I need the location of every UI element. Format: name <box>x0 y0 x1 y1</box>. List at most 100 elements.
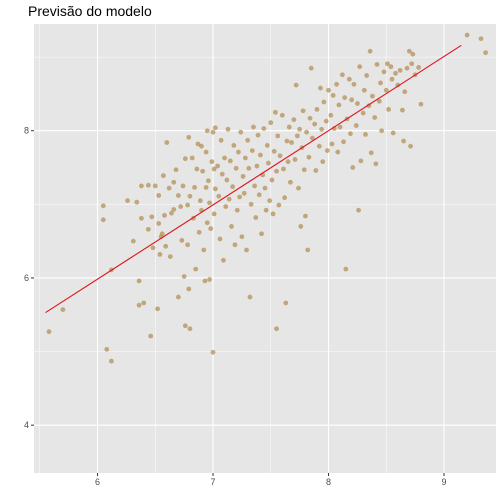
data-point <box>320 159 326 165</box>
data-point <box>309 135 315 141</box>
data-point <box>130 238 136 244</box>
data-point <box>155 306 160 312</box>
data-point <box>270 211 276 217</box>
data-point <box>296 185 301 191</box>
data-point <box>418 101 424 107</box>
data-point <box>323 118 329 124</box>
data-point <box>171 179 177 185</box>
data-point <box>247 294 253 300</box>
data-point <box>195 141 201 147</box>
data-point <box>410 51 416 57</box>
data-point <box>182 323 188 329</box>
data-point <box>196 229 202 235</box>
data-point <box>334 81 340 87</box>
data-point <box>367 48 373 54</box>
data-point <box>187 193 193 199</box>
data-point <box>409 61 415 67</box>
data-point <box>277 153 283 159</box>
data-point <box>283 300 289 306</box>
data-point <box>210 129 216 135</box>
data-point <box>373 161 379 167</box>
data-point <box>351 81 357 87</box>
data-point <box>248 201 254 207</box>
data-point <box>211 166 217 172</box>
data-point <box>314 106 320 112</box>
data-point <box>328 112 334 118</box>
data-point <box>249 148 255 154</box>
data-point <box>379 128 385 134</box>
data-point <box>268 120 274 126</box>
data-point <box>339 72 345 78</box>
data-point <box>316 143 322 149</box>
data-point <box>255 132 261 138</box>
data-point <box>308 65 314 71</box>
data-point <box>171 207 177 212</box>
data-point <box>222 155 227 161</box>
data-point <box>350 165 356 170</box>
data-point <box>257 152 263 158</box>
data-point <box>353 123 359 128</box>
data-point <box>313 168 319 173</box>
data-point <box>291 117 297 123</box>
data-point <box>284 138 290 144</box>
data-point <box>230 184 236 190</box>
data-point <box>301 167 307 173</box>
data-point <box>408 143 413 149</box>
data-point <box>207 200 212 206</box>
data-point <box>173 167 179 173</box>
data-point <box>148 333 154 339</box>
data-point <box>219 171 225 177</box>
x-tick-label: 9 <box>442 477 447 487</box>
data-point <box>294 133 300 139</box>
data-point <box>252 183 258 189</box>
data-point <box>281 166 286 172</box>
data-point <box>267 198 273 204</box>
data-point <box>358 158 364 164</box>
data-point <box>145 226 151 232</box>
data-point <box>370 93 375 99</box>
data-point <box>46 329 52 335</box>
y-tick-label: 4 <box>24 420 29 430</box>
data-point <box>326 87 331 93</box>
data-point <box>324 148 330 154</box>
data-point <box>199 143 204 149</box>
data-point <box>292 157 298 162</box>
data-point <box>318 85 323 91</box>
data-point <box>203 185 209 190</box>
panel-background <box>34 24 496 473</box>
data-point <box>181 274 187 279</box>
data-point <box>342 95 348 101</box>
data-point <box>378 80 383 86</box>
data-point <box>186 286 192 292</box>
data-point <box>393 70 398 76</box>
data-point <box>212 125 218 131</box>
data-point <box>136 278 142 284</box>
data-point <box>203 149 209 155</box>
data-point <box>402 89 408 95</box>
data-point <box>275 133 281 139</box>
data-point <box>139 183 144 189</box>
data-point <box>180 183 186 189</box>
plot-panel: 6 7 8 9 4 6 8 <box>24 24 496 487</box>
data-point <box>208 226 214 232</box>
data-point <box>297 126 303 132</box>
data-point <box>217 236 223 242</box>
data-point <box>125 198 130 204</box>
data-point <box>386 106 391 112</box>
data-point <box>160 173 166 179</box>
data-point <box>245 137 251 143</box>
x-tick-label: 7 <box>211 477 216 487</box>
data-point <box>141 300 147 306</box>
data-point <box>346 76 352 82</box>
x-tick-label: 6 <box>95 477 100 487</box>
data-point <box>238 129 244 135</box>
data-point <box>261 126 267 131</box>
data-point <box>156 193 162 198</box>
data-point <box>210 349 216 355</box>
data-point <box>226 196 232 202</box>
data-point <box>167 254 173 259</box>
data-point <box>149 214 155 220</box>
data-point <box>286 124 292 130</box>
data-point <box>189 155 195 161</box>
